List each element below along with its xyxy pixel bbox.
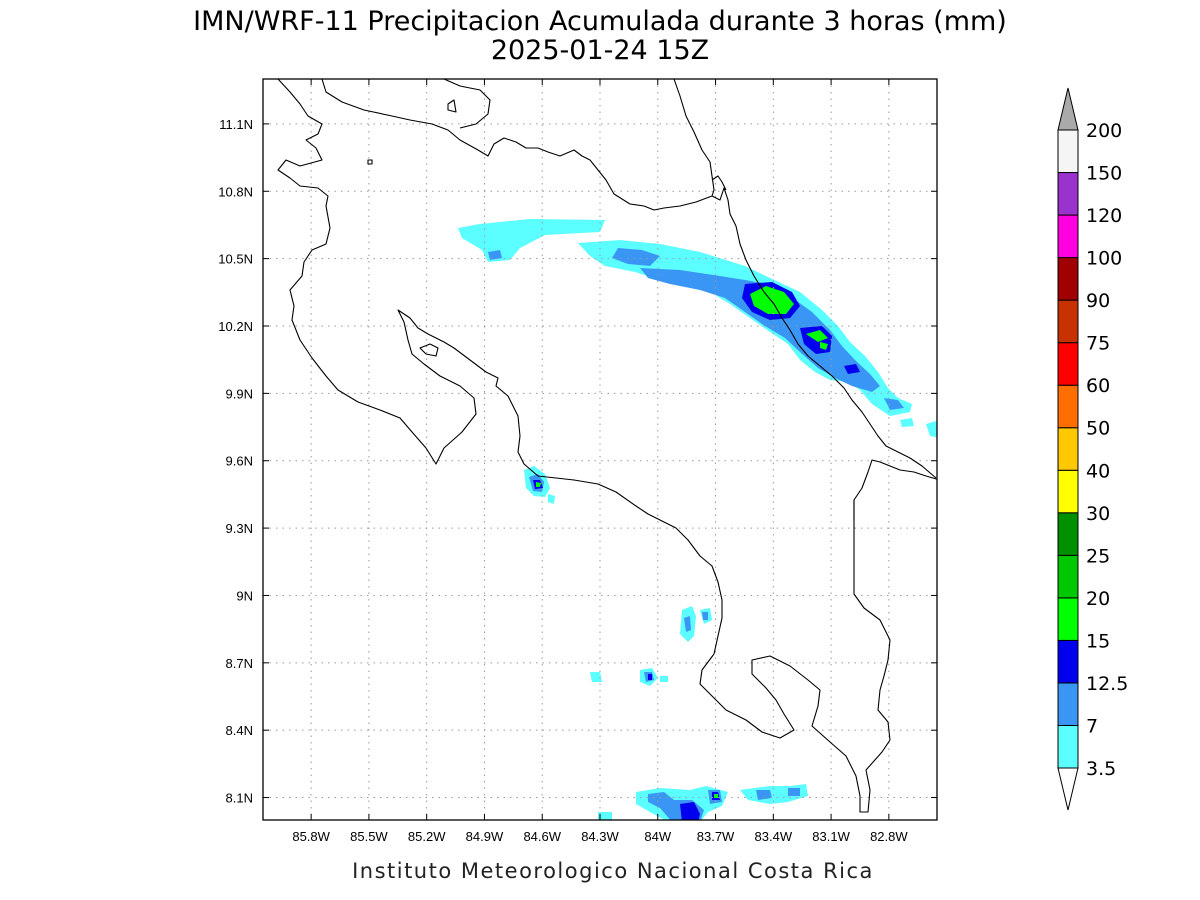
colorbar-swatch [1057, 214, 1079, 259]
lon-tick-label: 82.8W [870, 829, 908, 844]
colorbar-swatch [1057, 384, 1079, 429]
colorbar-label: 20 [1086, 588, 1110, 610]
colorbar-label: 60 [1086, 375, 1110, 397]
colorbar-label: 12.5 [1086, 673, 1128, 695]
lon-tick-label: 85.2W [408, 829, 446, 844]
precip-area-7 [612, 248, 660, 266]
precip-area-7 [640, 268, 880, 392]
caribbean-inlet [711, 175, 727, 191]
colorbar-label: 30 [1086, 503, 1110, 525]
colorbar-swatch [1057, 639, 1079, 684]
lat-tick-label: 11.1N [219, 117, 253, 132]
lon-tick-label: 84.9W [466, 829, 504, 844]
lat-tick-label: 9.3N [226, 521, 253, 536]
institution-footer: Instituto Meteorologico Nacional Costa R… [352, 859, 874, 883]
colorbar-swatch [1057, 172, 1079, 216]
precip-area-12.5 [648, 674, 652, 680]
precip-area-15 [806, 330, 828, 342]
precip-area-3.5 [548, 494, 555, 504]
lat-tick-label: 10.2N [218, 319, 253, 334]
lon-tick-label: 84.3W [581, 829, 619, 844]
lat-tick-label: 8.7N [226, 656, 253, 671]
map-subtitle-date: 2025-01-24 15Z [491, 35, 709, 66]
precip-area-3.5 [660, 676, 668, 682]
colorbar-label: 90 [1086, 290, 1110, 312]
lon-tick-label: 84.6W [523, 829, 561, 844]
lon-tick-label: 85.8W [292, 829, 330, 844]
latitude-axis: 11.1N 10.8N 10.5N 10.2N 9.9N 9.6N 9.3N 9N 8.7N 8.… [218, 117, 937, 806]
colorbar-swatch [1057, 257, 1079, 301]
precip-area-7 [488, 250, 502, 260]
lon-tick-label: 85.5W [350, 829, 388, 844]
colorbar-swatch [1057, 554, 1079, 599]
border-cr-nicaragua [321, 79, 713, 211]
colorbar-label: 120 [1086, 205, 1122, 227]
lon-tick-label: 83.7W [697, 829, 735, 844]
colorbar-label: 40 [1086, 460, 1110, 482]
island-lake-nicaragua [447, 99, 457, 113]
dot-island [367, 159, 373, 165]
precip-area-7 [884, 398, 904, 410]
colorbar-swatch [1057, 299, 1079, 344]
coastline-caribbean-north [443, 79, 491, 129]
precip-area-3.5 [926, 420, 937, 438]
coastline-nicaragua-lake [277, 79, 937, 813]
colorbar-label: 200 [1086, 120, 1122, 142]
lat-tick-label: 10.5N [218, 252, 253, 267]
colorbar-label: 50 [1086, 418, 1110, 440]
precip-area-12.5 [844, 364, 860, 374]
lat-tick-label: 8.1N [226, 791, 253, 806]
precipitation-colorbar: 3.5 7 12.5 15 20 25 30 40 50 60 75 90 100 120 150 200 [1057, 87, 1128, 811]
lon-tick-label: 84W [644, 829, 671, 844]
precip-area-7 [788, 788, 800, 796]
colorbar-label: 25 [1086, 545, 1110, 567]
precip-area-12.5 [680, 802, 700, 820]
lon-tick-label: 83.4W [755, 829, 793, 844]
colorbar-swatch [1057, 427, 1079, 471]
colorbar-label: 100 [1086, 248, 1122, 270]
island-gulf-nicoya [419, 343, 439, 357]
colorbar-swatch [1057, 469, 1079, 514]
precip-area-3.5 [900, 418, 914, 427]
colorbar-swatch [1057, 512, 1079, 556]
longitude-axis: 85.8W 85.5W 85.2W 84.9W 84.6W 84.3W 84W 83.7W 83… [292, 79, 908, 844]
colorbar-label: 75 [1086, 333, 1110, 355]
coastline-caribbean [673, 79, 937, 479]
lon-tick-label: 83.1W [812, 829, 850, 844]
precip-area-3.5 [598, 812, 612, 820]
map-title: IMN/WRF-11 Precipitacion Acumulada duran… [193, 6, 1007, 37]
colorbar-label: 3.5 [1086, 758, 1116, 780]
lat-tick-label: 9.9N [226, 386, 253, 401]
colorbar-swatch [1057, 597, 1079, 641]
lat-tick-label: 10.8N [218, 184, 253, 199]
colorbar-swatch [1057, 129, 1079, 174]
colorbar-upper-arrow [1057, 87, 1079, 131]
precip-area-15 [820, 342, 828, 350]
precip-area-7 [756, 790, 772, 800]
colorbar-swatch [1057, 342, 1079, 386]
coastlines-and-borders [277, 79, 937, 813]
precipitation-field [458, 219, 937, 820]
colorbar-label: 15 [1086, 630, 1110, 652]
colorbar-label: 150 [1086, 163, 1122, 185]
lat-tick-label: 8.4N [226, 723, 253, 738]
colorbar-swatch [1057, 682, 1079, 726]
lat-tick-label: 9.6N [226, 454, 253, 469]
precip-area-7 [702, 612, 708, 620]
colorbar-swatch [1057, 724, 1079, 769]
map-plot-area [263, 79, 937, 820]
colorbar-lower-arrow [1057, 767, 1079, 811]
precip-area-15 [536, 482, 541, 487]
precip-area-3.5 [590, 672, 602, 682]
precip-area-7 [684, 616, 691, 632]
precip-area-15 [714, 794, 718, 798]
colorbar-label: 7 [1086, 715, 1098, 737]
precip-area-15 [750, 286, 794, 314]
lat-tick-label: 9N [236, 588, 253, 603]
